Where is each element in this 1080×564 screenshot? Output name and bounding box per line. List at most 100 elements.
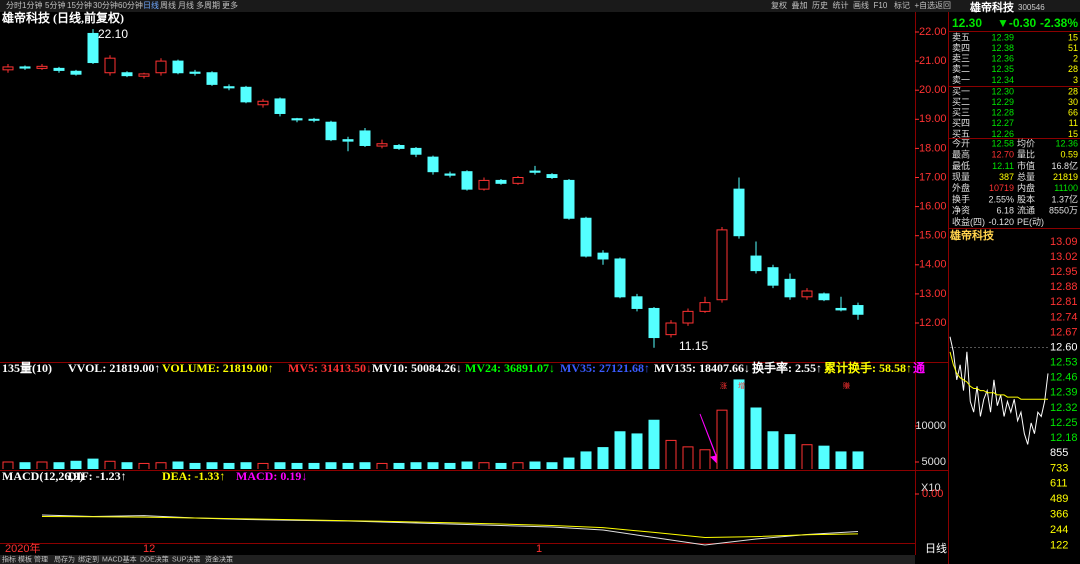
toolbar-action[interactable]: 返回 bbox=[935, 1, 951, 10]
period-tab[interactable]: 周线 bbox=[160, 0, 176, 10]
intraday-vol-label: 733 bbox=[1050, 462, 1068, 474]
macd-dif-line bbox=[41, 514, 859, 546]
period-tab[interactable]: 多周期 bbox=[196, 0, 220, 10]
intraday-vol-label: 855 bbox=[1050, 447, 1068, 459]
toolbar-action[interactable]: +自选 bbox=[915, 0, 936, 10]
volume-bar bbox=[240, 462, 252, 469]
book-price: 12.34 bbox=[991, 75, 1014, 85]
stat-value: 8550万 bbox=[1049, 206, 1078, 216]
stat-label: 现量 bbox=[952, 172, 970, 182]
bottom-tab[interactable]: DDE决策 bbox=[140, 554, 169, 563]
macd-header: MACD(12,26,9) bbox=[2, 469, 83, 483]
volume-bar bbox=[750, 407, 762, 469]
candle-body bbox=[716, 229, 728, 301]
candle-body bbox=[444, 173, 456, 176]
volume-bar bbox=[597, 447, 609, 469]
candle-body bbox=[342, 139, 354, 142]
volume-bar bbox=[767, 431, 779, 469]
intraday-tick-label: 13.02 bbox=[1050, 251, 1078, 263]
book-price: 12.28 bbox=[991, 108, 1014, 118]
toolbar-action[interactable]: 复权 bbox=[771, 0, 787, 10]
intraday-prices-line bbox=[949, 336, 1049, 445]
candle-body bbox=[104, 57, 116, 74]
y-tick-label: 10000 bbox=[915, 420, 946, 432]
book-label: 卖一 bbox=[952, 75, 970, 85]
stat-value: 12.70 bbox=[991, 150, 1014, 160]
book-price: 12.30 bbox=[991, 86, 1014, 96]
volume-bar bbox=[257, 462, 269, 469]
stat-value: 2.55% bbox=[988, 194, 1014, 204]
volume-bar bbox=[546, 462, 558, 469]
intraday-tick-label: 12.74 bbox=[1050, 311, 1078, 323]
bottom-tab[interactable]: 指标 bbox=[2, 554, 16, 563]
toolbar-action[interactable]: 标记 bbox=[894, 0, 910, 10]
candle-body bbox=[563, 179, 575, 219]
toolbar bbox=[0, 0, 1080, 12]
toolbar-action[interactable]: 叠加 bbox=[792, 0, 808, 10]
period-tab[interactable]: 分时 bbox=[6, 0, 22, 10]
toolbar-action[interactable]: 画线 bbox=[853, 0, 869, 10]
volume-bar bbox=[70, 460, 82, 469]
intraday-tick-label: 12.18 bbox=[1050, 432, 1078, 444]
intraday-vol-label: 489 bbox=[1050, 493, 1068, 505]
bottom-tab[interactable]: 管理 bbox=[34, 554, 48, 563]
bottom-tab[interactable]: 绑定到 bbox=[78, 554, 99, 563]
candle-body bbox=[70, 70, 82, 75]
bottom-tab[interactable]: 模板 bbox=[18, 554, 32, 563]
period-tab[interactable]: 日线 bbox=[143, 0, 159, 10]
volume-bar bbox=[376, 462, 388, 469]
volume-header: VVOL: 21819.00↑ bbox=[68, 361, 160, 375]
toolbar-action[interactable]: F10 bbox=[874, 1, 888, 10]
period-tab[interactable]: 1分钟 bbox=[22, 0, 42, 10]
volume-bar bbox=[121, 462, 133, 469]
period-tab[interactable]: 15分钟 bbox=[67, 0, 92, 10]
stat-value: 12.58 bbox=[991, 138, 1014, 148]
macd-header: DEA: -1.33↑ bbox=[162, 469, 225, 483]
volume-marker: 涨 bbox=[720, 381, 727, 390]
y-tick-label: 21.00 bbox=[919, 55, 947, 67]
period-tab[interactable]: 5分钟 bbox=[45, 0, 65, 10]
volume-marker: 賺 bbox=[843, 381, 850, 390]
stat-label: 今开 bbox=[952, 137, 970, 148]
book-price: 12.26 bbox=[991, 129, 1014, 139]
volume-bar bbox=[291, 462, 303, 469]
volume-bar bbox=[172, 461, 184, 469]
bottom-tab[interactable]: 资金决策 bbox=[205, 554, 233, 563]
stat-value: 21819 bbox=[1053, 172, 1078, 182]
period-tab[interactable]: 60分钟 bbox=[118, 0, 143, 10]
book-price: 12.39 bbox=[991, 32, 1014, 42]
candle-body bbox=[427, 156, 439, 173]
book-volume: 66 bbox=[1068, 108, 1078, 118]
volume-bar bbox=[223, 462, 235, 469]
candle-body bbox=[461, 171, 473, 190]
stat-value: 6.18 bbox=[996, 206, 1014, 216]
volume-header: 135量(10) bbox=[2, 361, 52, 375]
candle-body bbox=[121, 72, 133, 77]
period-tab[interactable]: 月线 bbox=[178, 0, 194, 10]
period-tab[interactable]: 更多 bbox=[222, 0, 238, 10]
bottom-tab[interactable]: MACD基本 bbox=[102, 554, 137, 563]
candle-body bbox=[546, 174, 558, 178]
volume-bar bbox=[512, 462, 524, 469]
candle-body bbox=[189, 71, 201, 74]
volume-bar bbox=[495, 462, 507, 469]
bottom-tab[interactable]: 局存为 bbox=[54, 554, 75, 563]
toolbar-action[interactable]: 统计 bbox=[833, 0, 849, 10]
book-price: 12.35 bbox=[991, 64, 1014, 74]
candle-body bbox=[512, 177, 524, 184]
candle-body bbox=[648, 307, 660, 339]
period-tab[interactable]: 30分钟 bbox=[93, 0, 118, 10]
high-label: 22.10 bbox=[98, 27, 128, 41]
time-label: 1 bbox=[536, 543, 542, 555]
intraday-tick-label: 12.39 bbox=[1050, 387, 1078, 399]
intraday-tick-label: 13.09 bbox=[1050, 236, 1078, 248]
book-price: 12.38 bbox=[991, 43, 1014, 53]
candle-body bbox=[665, 322, 677, 336]
intraday-vol-label: 244 bbox=[1050, 524, 1068, 536]
volume-bar bbox=[155, 462, 167, 469]
volume-bar bbox=[2, 461, 14, 469]
candle-body bbox=[699, 302, 711, 312]
bottom-tab[interactable]: SUP决策 bbox=[172, 554, 200, 563]
toolbar-action[interactable]: 历史 bbox=[812, 0, 828, 10]
intraday-average-line bbox=[949, 351, 1048, 400]
